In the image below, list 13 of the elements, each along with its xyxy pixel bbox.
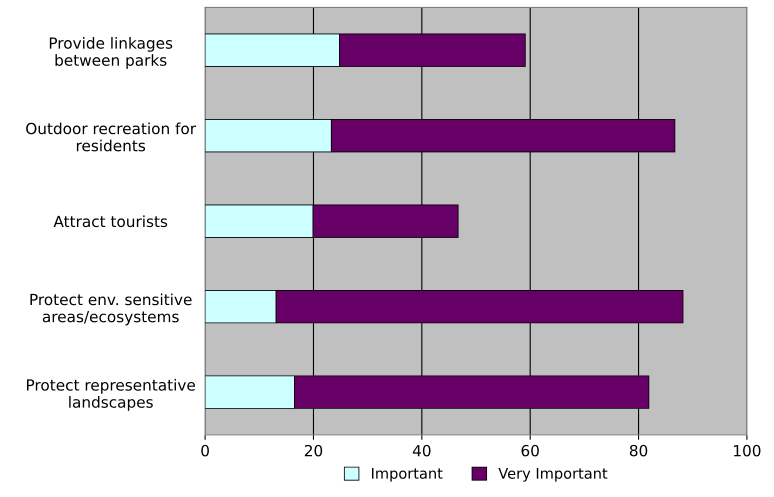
legend-label: Very Important [498, 468, 608, 482]
y-tick-label: Outdoor recreation for residents [26, 122, 196, 152]
x-tick-label: 100 [734, 444, 760, 456]
x-tick-label: 0 [201, 444, 209, 456]
x-tick-label: 60 [522, 444, 539, 456]
legend-label: Important [372, 468, 443, 482]
y-tick-label: Protect env. sensitive areas/ecosystems [30, 293, 192, 326]
y-tick-label: Provide linkages between parks [50, 37, 172, 69]
y-tick-label: Attract tourists [54, 215, 168, 228]
x-tick-label: 20 [304, 444, 322, 456]
x-tick-label: 40 [412, 444, 431, 456]
x-tick-label: 80 [630, 444, 648, 456]
y-tick-label: Protect representative landscapes [27, 378, 196, 411]
